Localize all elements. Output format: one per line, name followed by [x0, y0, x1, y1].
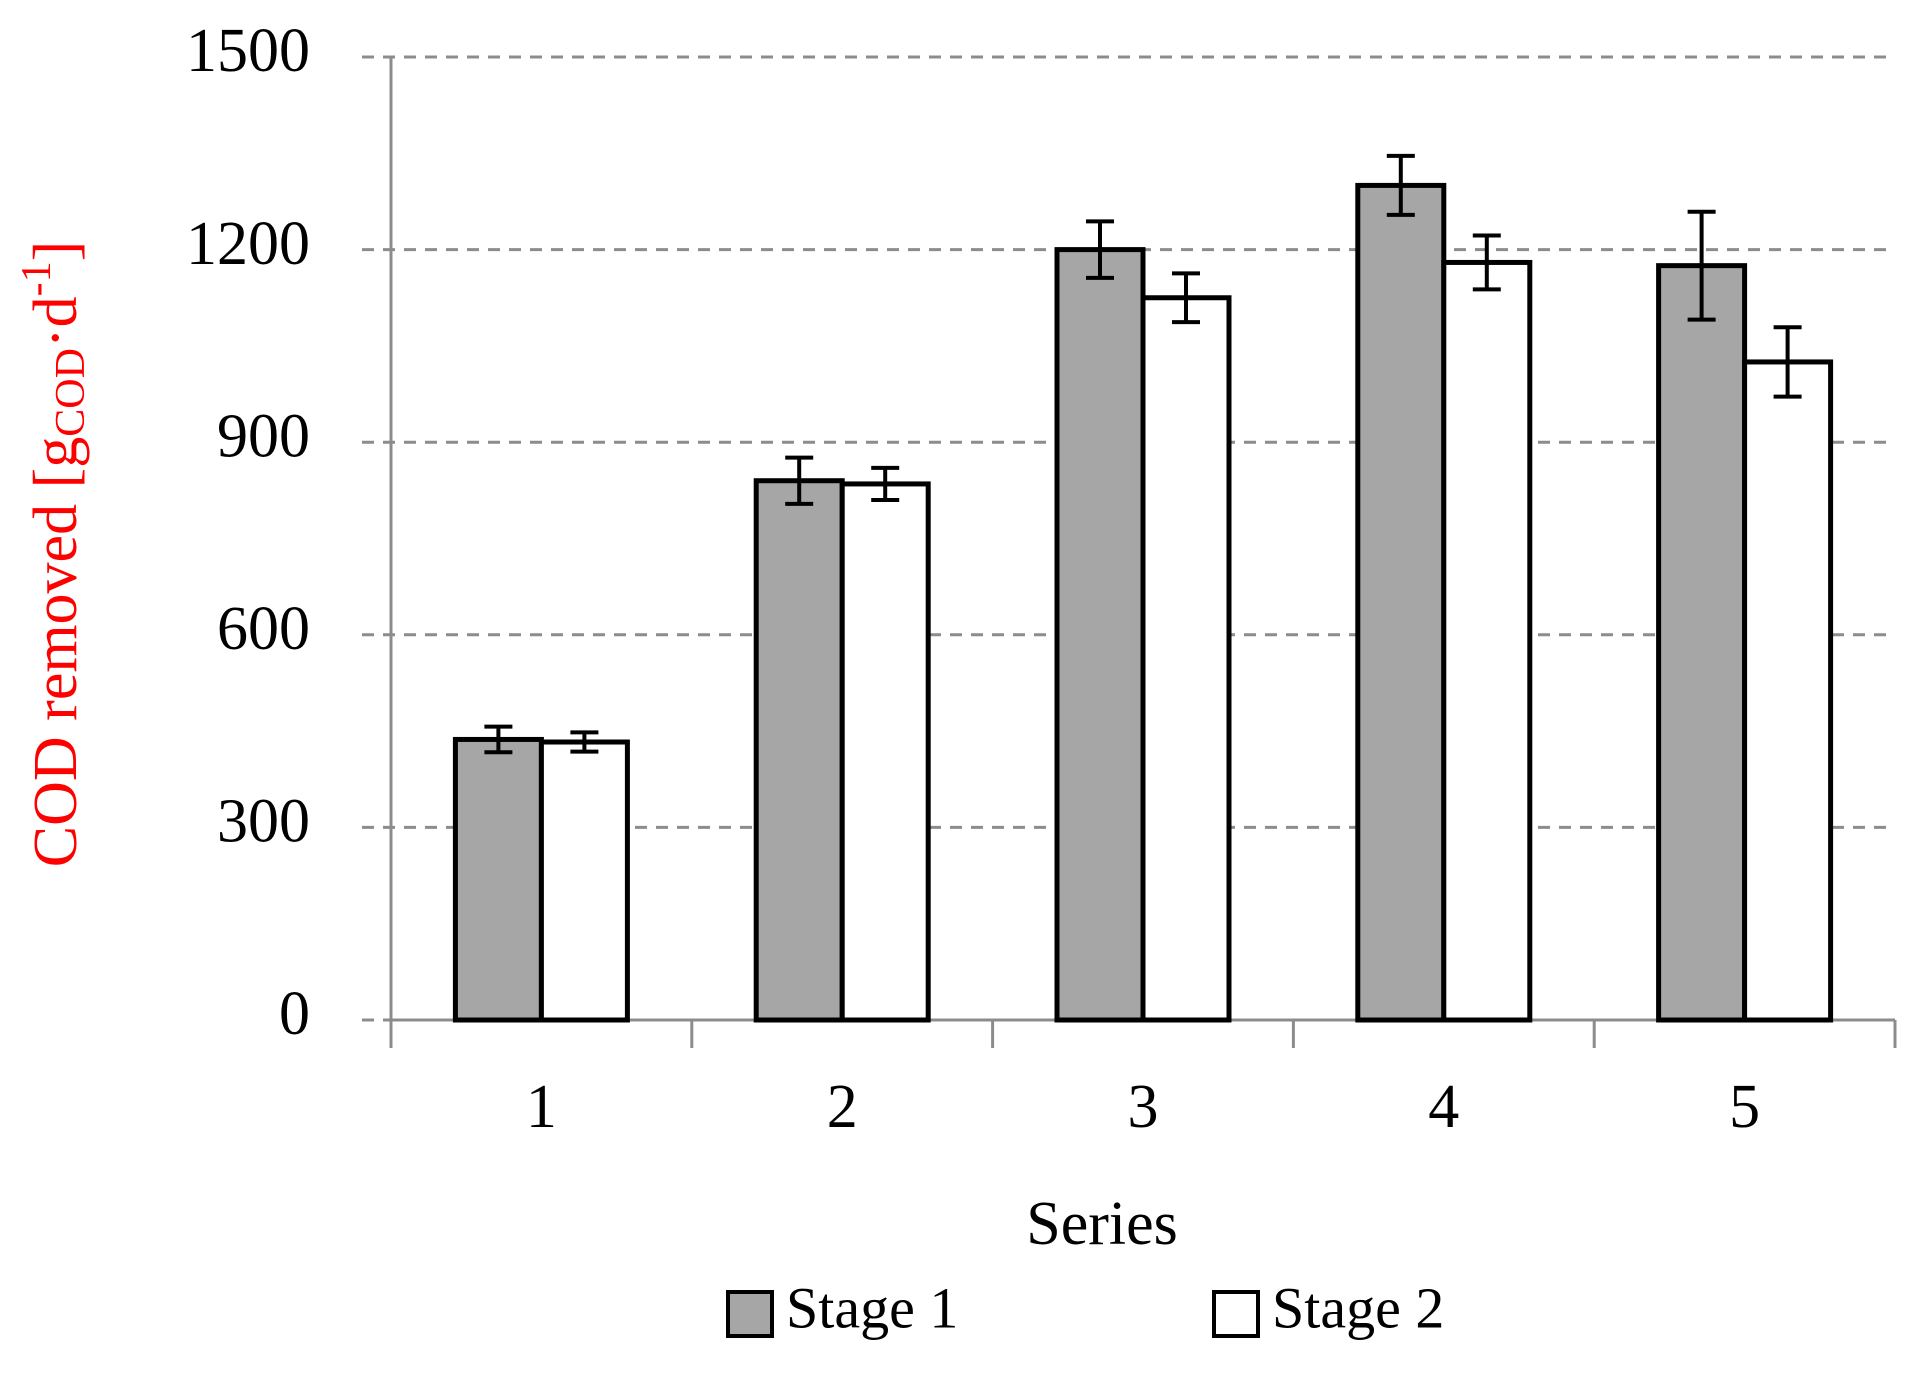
error-bar	[1172, 271, 1200, 325]
x-tick-label: 3	[1128, 1073, 1159, 1141]
x-tick-label: 1	[526, 1073, 557, 1141]
x-tick-label: 5	[1729, 1073, 1760, 1141]
error-bar	[871, 465, 900, 502]
bar	[1742, 359, 1834, 1023]
y-label-sub: COD	[48, 348, 94, 437]
x-tick-label: 4	[1428, 1073, 1459, 1141]
x-axis-label: Series	[1026, 1190, 1178, 1258]
y-tick-label: 900	[217, 402, 310, 470]
error-bar	[1086, 219, 1114, 280]
bar	[1441, 259, 1533, 1023]
legend-swatch	[1212, 1290, 1260, 1338]
legend-swatch	[726, 1290, 774, 1338]
x-tick-label: 2	[827, 1073, 858, 1141]
bar	[1054, 247, 1146, 1023]
y-tick-label: 300	[217, 788, 310, 856]
y-tick-label: 1500	[186, 17, 310, 85]
error-bar	[1687, 209, 1716, 322]
bar	[538, 739, 630, 1023]
y-axis-label: COD removed [gCOD·d-1]	[14, 241, 94, 867]
y-tick-label: 600	[217, 595, 310, 663]
legend-label: Stage 1	[786, 1275, 958, 1340]
y-tick-label: 0	[279, 980, 310, 1048]
y-label-sup: -1	[14, 261, 60, 296]
bar	[753, 478, 845, 1023]
legend-label: Stage 2	[1272, 1275, 1444, 1340]
bar	[452, 736, 544, 1023]
bar	[1656, 263, 1748, 1023]
y-tick-label: 1200	[186, 210, 310, 278]
y-label-end: ]	[22, 241, 90, 262]
bar	[1355, 182, 1447, 1023]
error-bar	[1472, 233, 1501, 292]
error-bar	[484, 724, 513, 755]
bar	[1140, 295, 1232, 1023]
error-bar	[1773, 325, 1802, 399]
y-label-main: COD removed [g	[22, 437, 90, 867]
y-label-mid: ·d	[22, 296, 90, 348]
error-bar	[570, 730, 599, 754]
bar	[839, 481, 931, 1023]
error-bar	[785, 455, 814, 506]
error-bar	[1386, 153, 1415, 217]
